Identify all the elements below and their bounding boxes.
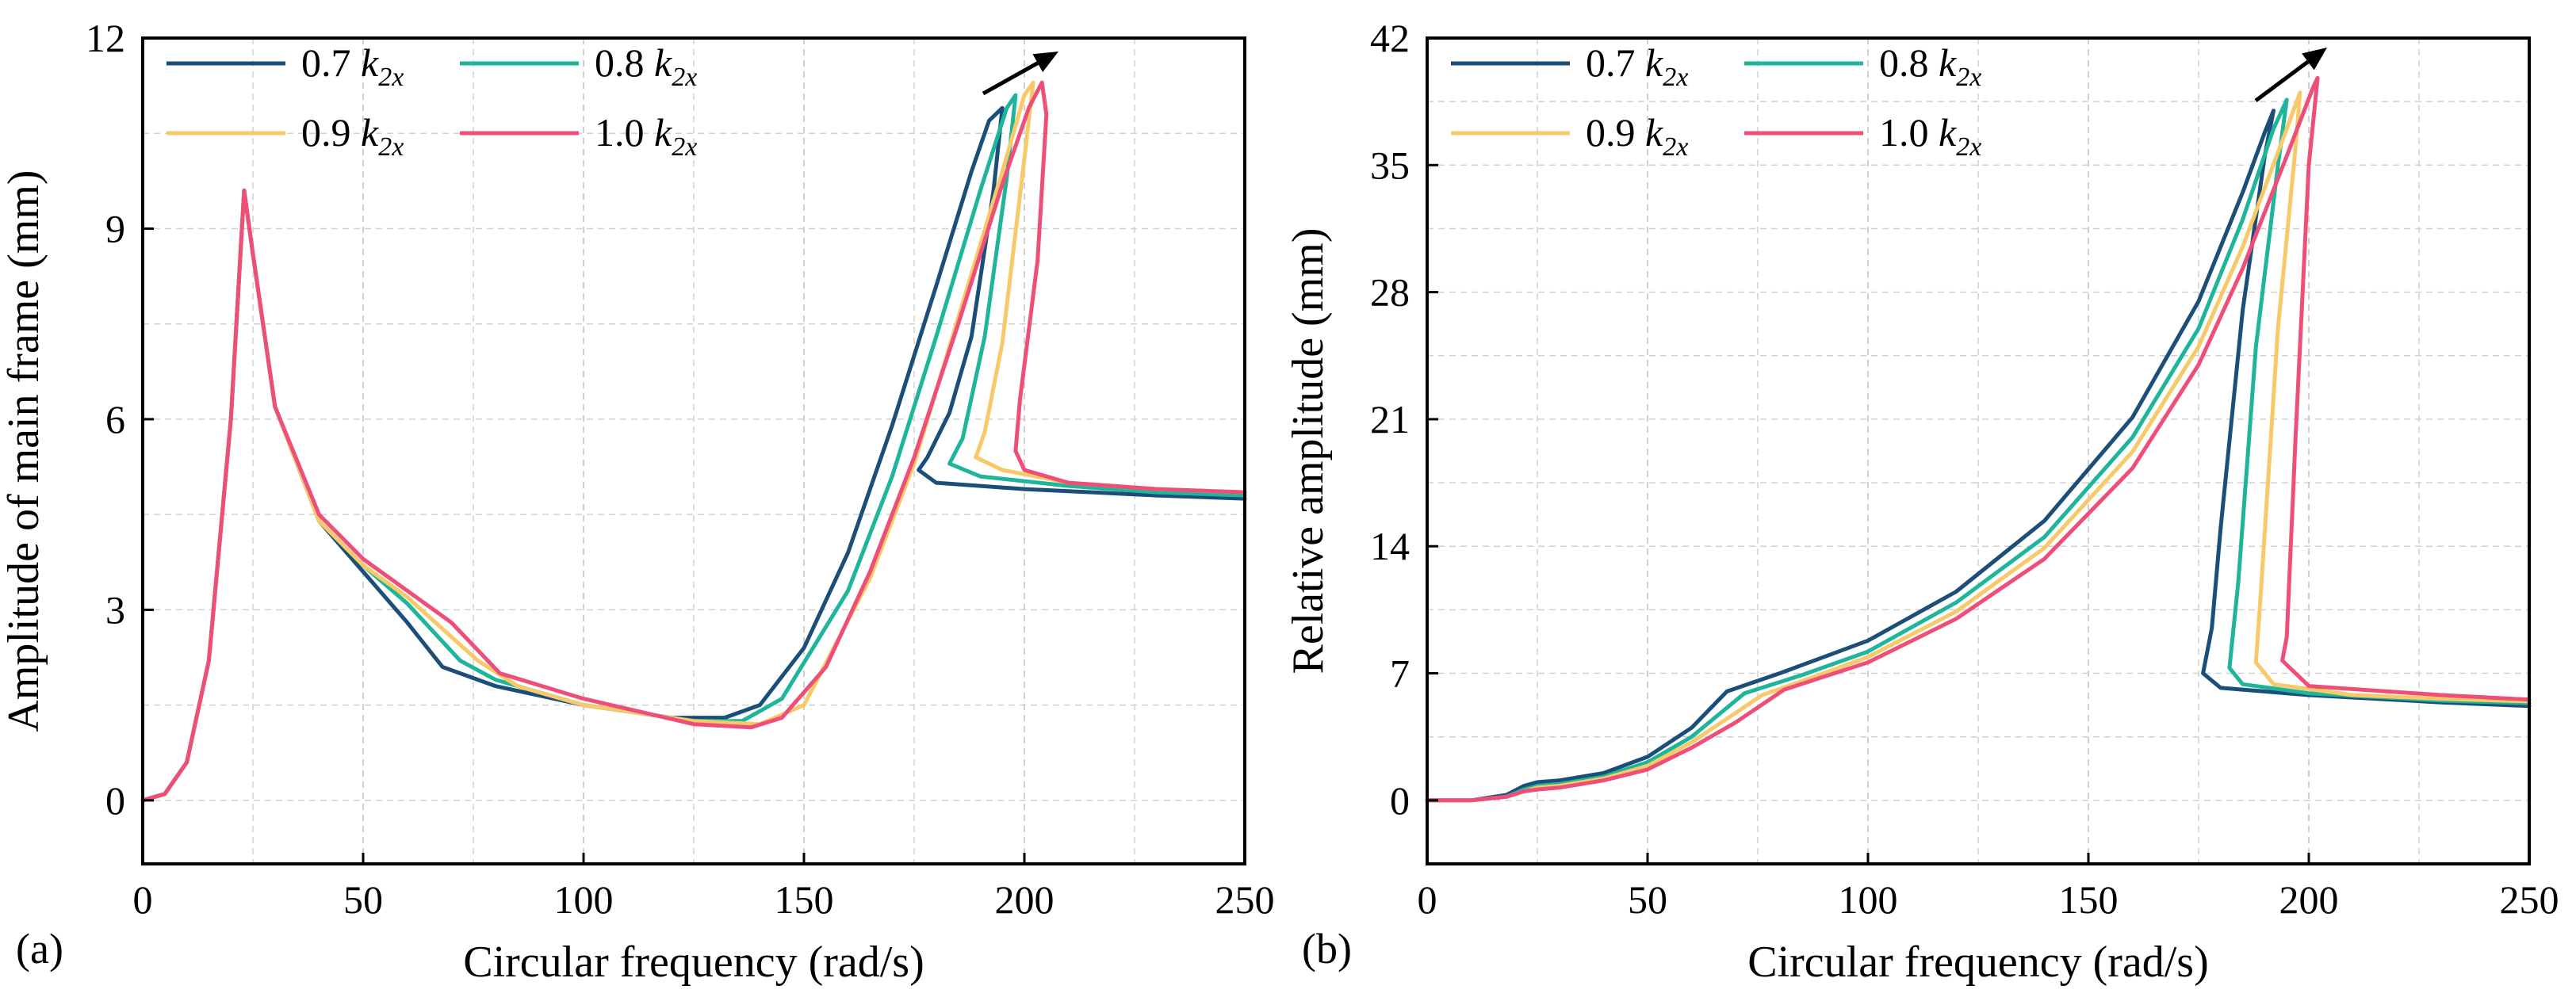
legend-label-1-0: 1.0 k2x <box>1879 110 1981 162</box>
legend-label-0-8: 0.8 k2x <box>1879 40 1981 92</box>
chart-panel-b: 0 50 100 150 200 250 0 7 14 21 28 35 42 Circular freq… <box>1284 16 2559 987</box>
legend: 0.7 k2x 0.8 k2x 0.9 k2x 1.0 k2x <box>167 40 697 162</box>
x-tick-label: 150 <box>775 877 834 922</box>
trend-arrow-head <box>1032 52 1058 72</box>
plot-frame <box>141 36 1246 865</box>
grid-lines <box>143 38 1245 864</box>
y-tick-label: 14 <box>1370 524 1410 568</box>
y-tick-label: 9 <box>105 206 125 250</box>
y-tick-label: 6 <box>105 397 125 441</box>
x-tick-label: 250 <box>1215 877 1275 922</box>
legend-label-0-8: 0.8 k2x <box>595 40 697 92</box>
x-tick-label: 150 <box>2059 877 2119 922</box>
series-line-0-7 <box>1425 109 2532 803</box>
x-axis-title: Circular frequency (rad/s) <box>463 938 924 987</box>
x-tick-label: 250 <box>2500 877 2559 922</box>
x-tick-label: 200 <box>2279 877 2339 922</box>
x-tick-label: 100 <box>554 877 614 922</box>
series-line-1-0 <box>1425 75 2532 803</box>
x-tick-label: 50 <box>343 877 383 922</box>
grid-lines <box>1427 38 2529 864</box>
trend-arrow <box>982 61 1039 96</box>
x-tick-label: 0 <box>133 877 153 922</box>
chart-panel-a: 0 50 100 150 200 250 0 3 6 9 12 Circular frequency … <box>0 16 1275 987</box>
legend-label-0-9: 0.9 k2x <box>1586 110 1688 162</box>
y-tick-label: 0 <box>105 778 125 823</box>
y-tick-label: 12 <box>86 16 125 60</box>
legend-label-1-0: 1.0 k2x <box>595 110 697 162</box>
legend-label-0-7: 0.7 k2x <box>1586 40 1688 92</box>
x-tick-label: 100 <box>1839 877 1898 922</box>
legend-label-0-7: 0.7 k2x <box>301 40 404 92</box>
panel-label: (b) <box>1302 925 1352 972</box>
legend: 0.7 k2x 0.8 k2x 0.9 k2x 1.0 k2x <box>1451 40 1981 162</box>
y-tick-label: 42 <box>1370 16 1410 60</box>
plot-frame <box>1426 36 2531 865</box>
y-axis-title: Amplitude of main frame (mm) <box>0 170 48 732</box>
x-tick-label: 200 <box>995 877 1055 922</box>
x-tick-label: 50 <box>1628 877 1667 922</box>
trend-arrow-head <box>2302 48 2327 71</box>
y-tick-label: 3 <box>105 587 125 632</box>
series-line-1-0 <box>140 80 1247 803</box>
y-tick-label: 35 <box>1370 143 1410 187</box>
y-axis-title: Relative amplitude (mm) <box>1284 228 1333 674</box>
y-tick-label: 0 <box>1390 778 1410 823</box>
y-tick-label: 7 <box>1390 651 1410 696</box>
panel-label: (a) <box>16 925 63 972</box>
x-axis-title: Circular frequency (rad/s) <box>1747 938 2209 987</box>
legend-label-0-9: 0.9 k2x <box>301 110 404 162</box>
x-tick-label: 0 <box>1418 877 1437 922</box>
y-tick-label: 28 <box>1370 270 1410 315</box>
y-tick-label: 21 <box>1370 397 1410 441</box>
trend-arrow <box>2254 59 2310 103</box>
